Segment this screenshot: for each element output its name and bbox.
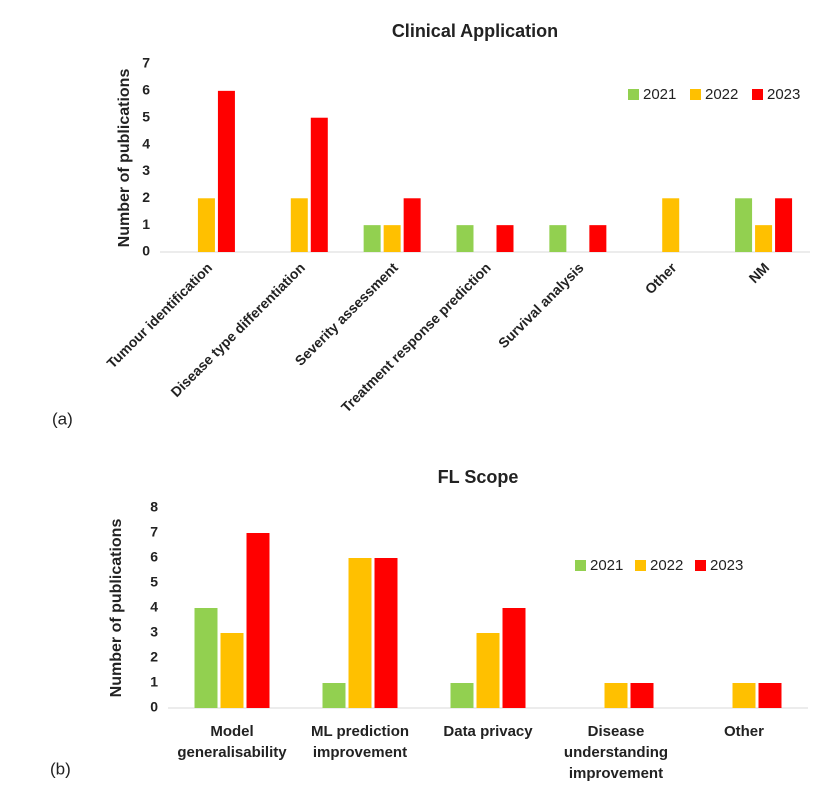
- bar: [502, 608, 526, 708]
- bar: [197, 198, 215, 252]
- x-tick-label: improvement: [313, 744, 407, 761]
- x-tick-label: Treatment response prediction: [338, 259, 494, 415]
- x-tick-label: Other: [642, 259, 680, 297]
- x-tick-label: generalisability: [177, 744, 287, 761]
- bar: [732, 683, 756, 708]
- x-tick-label: Other: [724, 723, 764, 740]
- bar: [735, 198, 753, 252]
- bar: [322, 683, 346, 708]
- bar: [310, 117, 328, 252]
- y-tick-label: 5: [142, 108, 150, 124]
- bar: [383, 225, 401, 252]
- x-tick-label: ML prediction: [311, 723, 409, 740]
- panel-label: (a): [52, 409, 73, 428]
- bar: [363, 225, 381, 252]
- y-tick-label: 3: [142, 162, 150, 178]
- bar: [217, 90, 235, 252]
- bar: [755, 225, 773, 252]
- y-tick-label: 3: [150, 624, 158, 640]
- y-tick-label: 1: [150, 674, 158, 690]
- y-tick-label: 5: [150, 574, 158, 590]
- legend-swatch: [628, 89, 639, 100]
- x-tick-label: improvement: [569, 765, 663, 782]
- legend-swatch: [635, 560, 646, 571]
- legend-label: 2021: [590, 557, 623, 574]
- y-tick-label: 6: [150, 549, 158, 565]
- chart-title: FL Scope: [438, 467, 519, 487]
- y-tick-label: 1: [142, 216, 150, 232]
- y-tick-label: 0: [142, 243, 150, 259]
- bar: [246, 533, 270, 708]
- y-tick-label: 0: [150, 699, 158, 715]
- bar: [403, 198, 421, 252]
- bar: [758, 683, 782, 708]
- y-tick-label: 4: [150, 599, 158, 615]
- x-tick-label: Model: [210, 723, 253, 740]
- y-tick-label: 4: [142, 135, 150, 151]
- bar: [604, 683, 628, 708]
- legend-label: 2022: [650, 557, 683, 574]
- panel-label: (b): [50, 759, 71, 778]
- y-tick-label: 7: [150, 524, 158, 540]
- y-tick-label: 2: [142, 189, 150, 205]
- bar: [374, 558, 398, 708]
- y-axis-label: Number of publications: [116, 69, 133, 248]
- legend-label: 2023: [710, 557, 743, 574]
- legend-swatch: [695, 560, 706, 571]
- bar: [662, 198, 680, 252]
- legend-swatch: [690, 89, 701, 100]
- y-tick-label: 7: [142, 55, 150, 71]
- legend-label: 2023: [767, 86, 800, 103]
- bar: [348, 558, 372, 708]
- x-tick-label: NM: [746, 259, 773, 286]
- x-tick-label: Severity assessment: [292, 259, 402, 369]
- chart-title: Clinical Application: [392, 21, 558, 41]
- x-tick-label: Tumour identification: [103, 259, 215, 371]
- bar: [456, 225, 474, 252]
- bar: [290, 198, 308, 252]
- legend-label: 2021: [643, 86, 676, 103]
- bar: [549, 225, 567, 252]
- y-tick-label: 8: [150, 499, 158, 515]
- y-tick-label: 6: [142, 82, 150, 98]
- x-tick-label: Data privacy: [443, 723, 533, 740]
- y-axis-label: Number of publications: [108, 519, 125, 698]
- bar: [220, 633, 244, 708]
- x-tick-label: understanding: [564, 744, 668, 761]
- bar: [194, 608, 218, 708]
- bar: [630, 683, 654, 708]
- bar: [496, 225, 514, 252]
- legend-swatch: [752, 89, 763, 100]
- y-tick-label: 2: [150, 649, 158, 665]
- bar: [476, 633, 500, 708]
- legend-swatch: [575, 560, 586, 571]
- x-tick-label: Disease: [588, 723, 645, 740]
- x-tick-label: Survival analysis: [495, 259, 587, 351]
- bar: [775, 198, 793, 252]
- bar: [450, 683, 474, 708]
- legend-label: 2022: [705, 86, 738, 103]
- bar: [589, 225, 607, 252]
